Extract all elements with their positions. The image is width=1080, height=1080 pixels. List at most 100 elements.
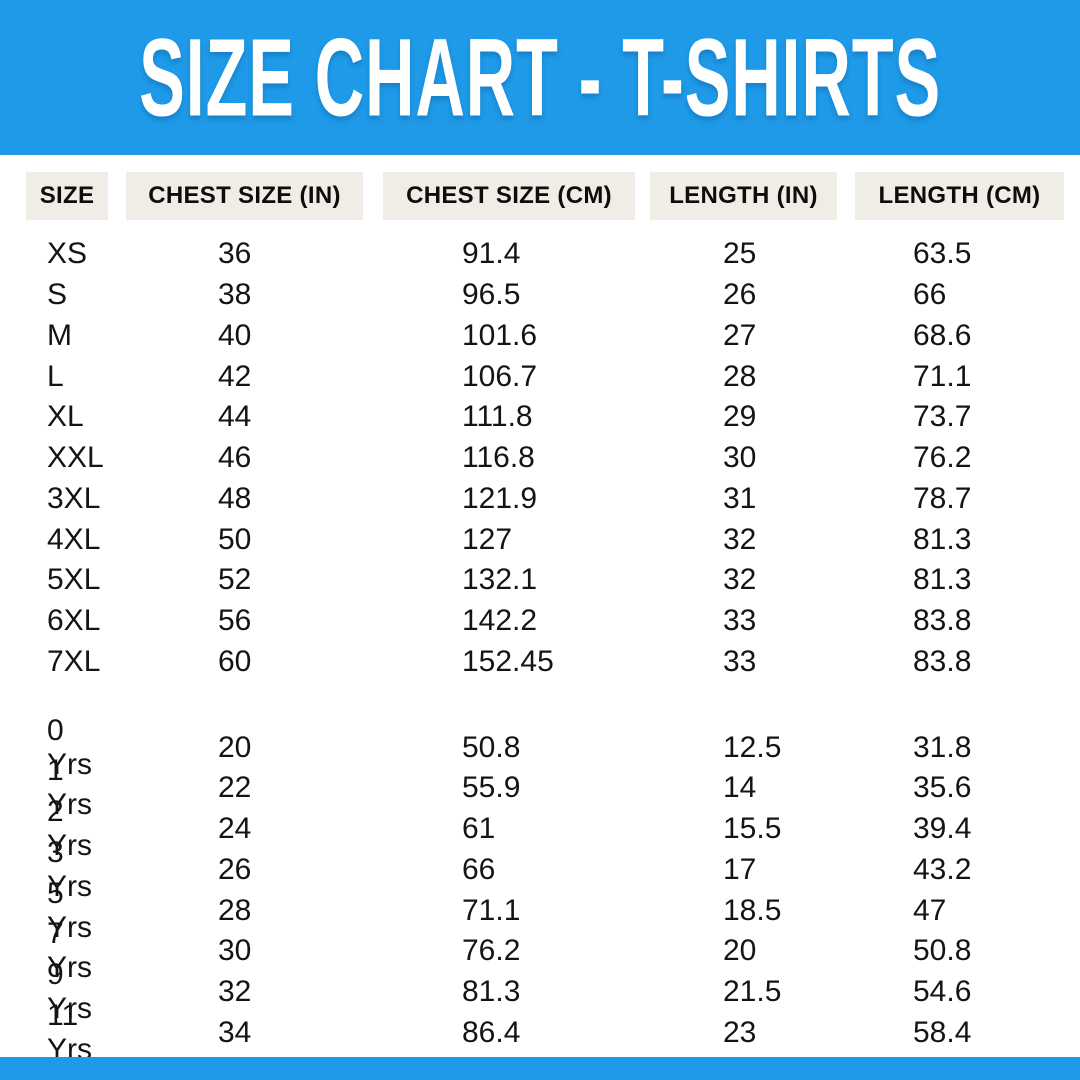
row-value: 31 [723, 481, 757, 515]
row-value: 15.5 [723, 812, 782, 846]
table-row: XS 36 91.4 25 63.5 [0, 234, 1080, 275]
row-value: 46 [218, 441, 252, 475]
kids-sizes-section: 0 Yrs 20 50.8 12.5 31.8 1 Yrs 22 55.9 14 35.6 2 Yr… [0, 714, 1080, 1066]
row-value: 68.6 [913, 318, 972, 352]
footer-strip [0, 1057, 1080, 1080]
row-value: 66 [462, 852, 496, 886]
table-row: M 40 101.6 27 68.6 [0, 316, 1080, 357]
table-row: 1 Yrs 22 55.9 14 35.6 [0, 754, 1080, 821]
row-value: 127 [462, 522, 513, 556]
row-size-label: 6XL [47, 604, 101, 638]
row-value: 132.1 [462, 563, 538, 597]
row-value: 81.3 [462, 975, 521, 1009]
row-size-label: 5XL [47, 563, 101, 597]
row-value: 56 [218, 604, 252, 638]
row-value: 30 [218, 934, 252, 968]
row-value: 58.4 [913, 1015, 972, 1049]
row-value: 71.1 [913, 359, 972, 393]
row-value: 96.5 [462, 278, 521, 312]
row-value: 66 [913, 278, 947, 312]
row-value: 31.8 [913, 730, 972, 764]
row-value: 44 [218, 400, 252, 434]
table-row: 11 Yrs 34 86.4 23 58.4 [0, 999, 1080, 1066]
row-value: 116.8 [462, 441, 535, 475]
row-size-label: M [47, 318, 72, 352]
row-value: 28 [723, 359, 757, 393]
row-value: 32 [218, 975, 252, 1009]
row-value: 33 [723, 644, 757, 678]
row-value: 30 [723, 441, 757, 475]
row-value: 36 [218, 237, 252, 271]
row-value: 21.5 [723, 975, 782, 1009]
row-value: 60 [218, 644, 252, 678]
row-value: 81.3 [913, 522, 972, 556]
row-value: 20 [218, 730, 252, 764]
row-size-label: XXL [47, 441, 104, 475]
row-value: 25 [723, 237, 757, 271]
row-size-label: XL [47, 400, 84, 434]
row-value: 32 [723, 522, 757, 556]
row-value: 54.6 [913, 975, 972, 1009]
row-value: 35.6 [913, 771, 972, 805]
column-header-size: SIZE [26, 172, 108, 220]
page-title: SIZE CHART - T-SHIRTS [139, 15, 941, 139]
row-value: 55.9 [462, 771, 521, 805]
table-header-row: SIZE CHEST SIZE (IN) CHEST SIZE (CM) LEN… [0, 172, 1080, 220]
row-value: 86.4 [462, 1015, 521, 1049]
row-value: 43.2 [913, 852, 972, 886]
table-row: 5 Yrs 28 71.1 18.5 47 [0, 877, 1080, 944]
row-value: 29 [723, 400, 757, 434]
table-row: 2 Yrs 24 61 15.5 39.4 [0, 795, 1080, 862]
table-row: 7XL 60 152.45 33 83.8 [0, 642, 1080, 683]
row-value: 26 [723, 278, 757, 312]
row-value: 50.8 [462, 730, 521, 764]
table-row: 5XL 52 132.1 32 81.3 [0, 560, 1080, 601]
table-row: XXL 46 116.8 30 76.2 [0, 438, 1080, 479]
row-value: 40 [218, 318, 252, 352]
size-table: SIZE CHEST SIZE (IN) CHEST SIZE (CM) LEN… [0, 172, 1080, 1066]
row-value: 20 [723, 934, 757, 968]
row-value: 81.3 [913, 563, 972, 597]
row-value: 111.8 [462, 400, 533, 434]
row-value: 101.6 [462, 318, 538, 352]
row-value: 63.5 [913, 237, 972, 271]
row-value: 52 [218, 563, 252, 597]
row-value: 32 [723, 563, 757, 597]
row-value: 27 [723, 318, 757, 352]
row-value: 14 [723, 771, 757, 805]
row-value: 121.9 [462, 481, 538, 515]
row-value: 50 [218, 522, 252, 556]
row-value: 23 [723, 1015, 757, 1049]
table-row: 6XL 56 142.2 33 83.8 [0, 601, 1080, 642]
column-header-chest-cm: CHEST SIZE (CM) [383, 172, 635, 220]
column-header-length-cm: LENGTH (CM) [855, 172, 1064, 220]
row-value: 17 [723, 852, 757, 886]
row-value: 71.1 [462, 893, 521, 927]
table-row: S 38 96.5 26 66 [0, 275, 1080, 316]
row-value: 47 [913, 893, 947, 927]
column-header-length-in: LENGTH (IN) [650, 172, 837, 220]
row-value: 83.8 [913, 604, 972, 638]
table-row: L 42 106.7 28 71.1 [0, 356, 1080, 397]
row-value: 83.8 [913, 644, 972, 678]
row-value: 18.5 [723, 893, 782, 927]
row-value: 12.5 [723, 730, 782, 764]
row-value: 142.2 [462, 604, 538, 638]
row-size-label: S [47, 278, 68, 312]
row-value: 28 [218, 893, 252, 927]
banner: SIZE CHART - T-SHIRTS [0, 0, 1080, 155]
table-row: 0 Yrs 20 50.8 12.5 31.8 [0, 714, 1080, 781]
table-row: 3 Yrs 26 66 17 43.2 [0, 836, 1080, 903]
table-row: 7 Yrs 30 76.2 20 50.8 [0, 917, 1080, 984]
table-row: XL 44 111.8 29 73.7 [0, 397, 1080, 438]
section-gap [0, 682, 1080, 727]
row-value: 152.45 [462, 644, 554, 678]
row-value: 34 [218, 1015, 252, 1049]
row-value: 38 [218, 278, 252, 312]
row-value: 50.8 [913, 934, 972, 968]
row-value: 39.4 [913, 812, 972, 846]
column-header-chest-in: CHEST SIZE (IN) [126, 172, 363, 220]
row-value: 22 [218, 771, 252, 805]
row-value: 76.2 [462, 934, 521, 968]
row-value: 26 [218, 852, 252, 886]
